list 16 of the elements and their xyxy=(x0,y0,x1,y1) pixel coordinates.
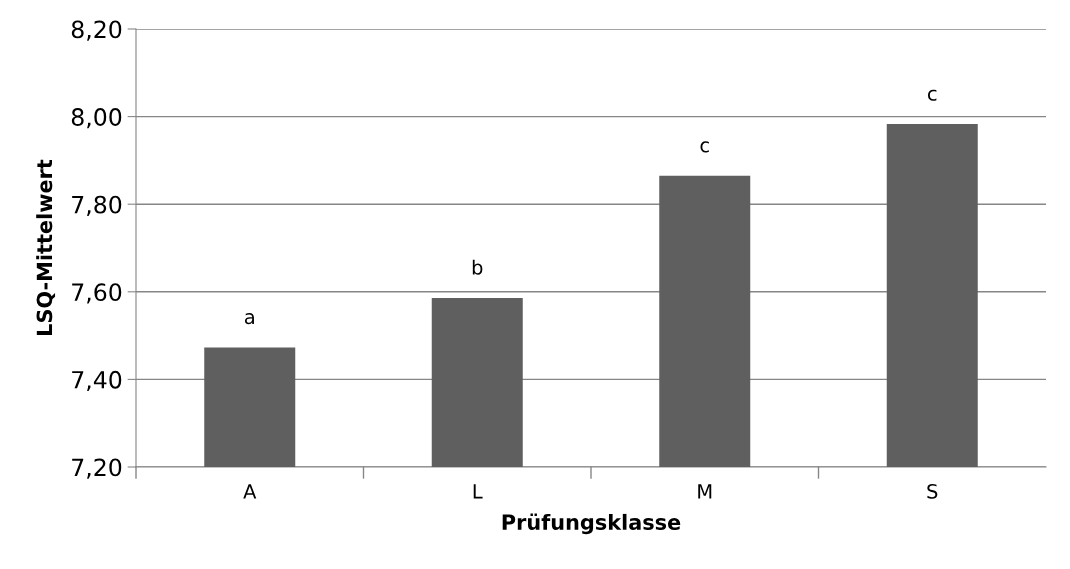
y-tick-label: 7,20 xyxy=(72,458,122,479)
y-tick-label: 7,60 xyxy=(72,283,122,304)
x-tick-label: A xyxy=(243,484,257,499)
y-tick-label: 7,80 xyxy=(72,195,122,216)
x-tick-label: S xyxy=(927,484,938,499)
y-tick-label: 8,00 xyxy=(71,108,122,129)
annotation: b xyxy=(472,259,483,275)
x-axis-title: Prüfungsklasse xyxy=(502,513,681,535)
x-tick-label: M xyxy=(698,484,712,499)
annotation: c xyxy=(700,141,709,153)
y-tick-label: 8,20 xyxy=(71,20,122,41)
y-axis-title: LSQ-Mittelwert xyxy=(36,159,56,335)
y-tick-label: 7,40 xyxy=(72,370,122,392)
annotation: c xyxy=(927,89,937,101)
annotation: a xyxy=(244,313,254,325)
x-tick-label: L xyxy=(473,484,483,499)
